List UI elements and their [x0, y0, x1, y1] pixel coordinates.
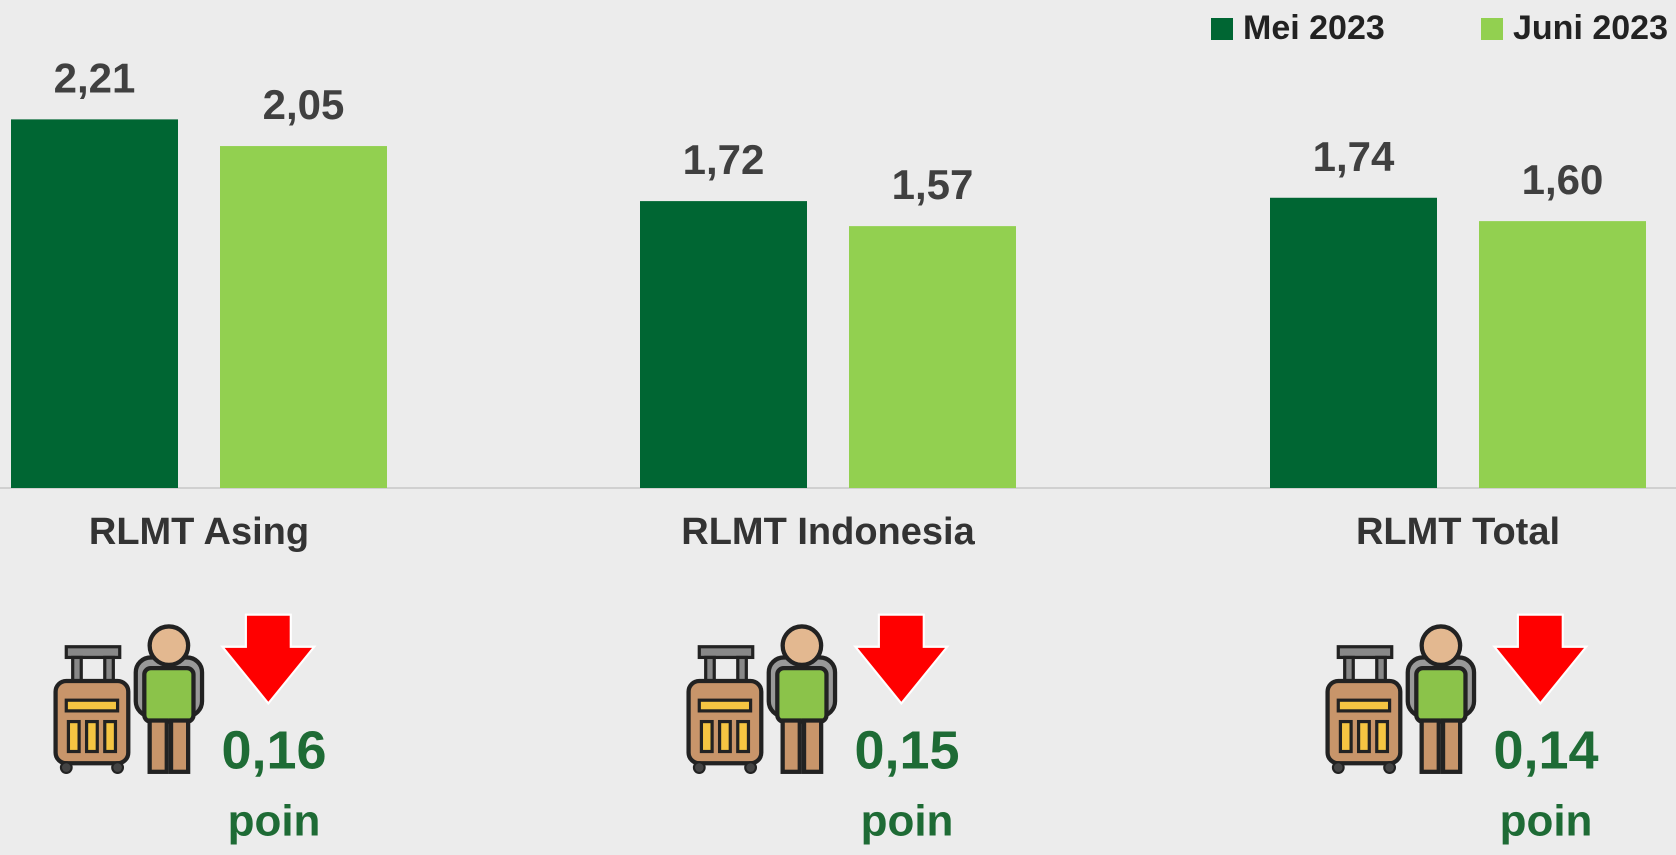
- bar: [220, 146, 387, 488]
- value-label: 1,74: [1313, 133, 1395, 180]
- legend-label: Juni 2023: [1513, 9, 1668, 47]
- change-unit: poin: [228, 797, 321, 846]
- category-label: RLMT Indonesia: [681, 511, 975, 553]
- value-label: 1,57: [892, 161, 974, 208]
- change-value: 0,15: [854, 720, 959, 780]
- change-unit: poin: [1500, 797, 1593, 846]
- value-label: 2,05: [263, 81, 345, 128]
- value-label: 2,21: [54, 54, 136, 101]
- bar: [849, 226, 1016, 488]
- change-value: 0,16: [221, 720, 326, 780]
- change-unit: poin: [861, 797, 954, 846]
- legend-swatch: [1481, 18, 1503, 40]
- bar: [640, 201, 807, 488]
- bar: [1270, 197, 1437, 488]
- category-label: RLMT Asing: [89, 511, 309, 553]
- category-label: RLMT Total: [1356, 511, 1560, 553]
- bar: [11, 119, 178, 488]
- value-label: 1,72: [683, 136, 765, 183]
- change-value: 0,14: [1493, 720, 1598, 780]
- bar: [1479, 221, 1646, 488]
- legend-swatch: [1211, 18, 1233, 40]
- value-label: 1,60: [1522, 156, 1604, 203]
- legend-label: Mei 2023: [1243, 9, 1385, 47]
